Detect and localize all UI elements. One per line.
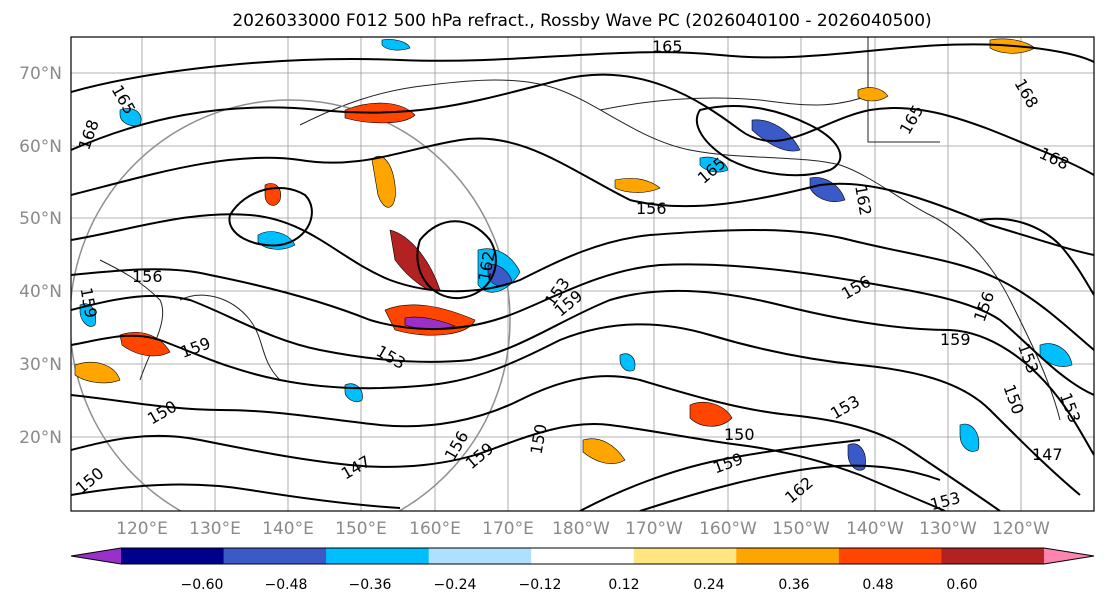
colorbar-tick-label: −0.48 — [265, 577, 308, 593]
colorbar-tick-label: −0.24 — [434, 577, 477, 593]
lon-label: 130°E — [189, 519, 241, 539]
lat-label: 60°N — [19, 137, 62, 157]
lat-label: 30°N — [19, 355, 62, 375]
colorbar-outline — [70, 547, 1095, 565]
colorbar-tick-label: 0.60 — [946, 577, 977, 593]
lon-label: 160°W — [699, 519, 757, 539]
contour-label: 156 — [132, 267, 163, 286]
colorbar-tick-label: 0.24 — [693, 577, 724, 593]
lon-label: 160°E — [409, 519, 461, 539]
colorbar-tick-label: −0.12 — [519, 577, 562, 593]
contour-label: 159 — [940, 330, 971, 349]
lon-label: 180°W — [552, 519, 610, 539]
lon-label: 170°W — [625, 519, 683, 539]
lon-label: 140°E — [262, 519, 314, 539]
contour-label: 156 — [636, 199, 667, 218]
lon-label: 130°W — [919, 519, 977, 539]
projection-circle — [71, 99, 511, 511]
height-contours — [71, 43, 1094, 511]
colorbar-segment — [941, 548, 1045, 564]
colorbar: −0.60 −0.48 −0.36 −0.24 −0.12 0.12 0.24 … — [70, 547, 1095, 593]
colorbar-segment — [223, 548, 327, 564]
colorbar-segment — [326, 548, 430, 564]
contour-label: 165 — [652, 37, 683, 56]
colorbar-tick-label: 0.48 — [862, 577, 893, 593]
lat-label: 20°N — [19, 428, 62, 448]
colorbar-tick-label: 0.12 — [608, 577, 639, 593]
lat-label: 70°N — [19, 64, 62, 84]
contour-label: 147 — [1032, 445, 1063, 464]
contour-labels: 165 168 165 165 165 168 168 162 159 156 … — [72, 37, 1084, 514]
colorbar-segment — [121, 548, 225, 564]
lon-label: 150°E — [335, 519, 387, 539]
map-frame — [71, 37, 1094, 511]
colorbar-extend-high — [1044, 548, 1094, 564]
longitude-labels: 120°E 130°E 140°E 150°E 160°E 170°E 180°… — [116, 519, 1050, 539]
lon-label: 120°W — [992, 519, 1050, 539]
lon-label: 170°E — [482, 519, 534, 539]
lon-label: 150°W — [772, 519, 830, 539]
colorbar-tick-label: −0.60 — [181, 577, 224, 593]
anomaly-patches — [74, 38, 1073, 471]
lon-label: 120°E — [116, 519, 168, 539]
lat-label: 40°N — [19, 282, 62, 302]
chart-title: 2026033000 F012 500 hPa refract., Rossby… — [232, 11, 931, 31]
colorbar-segment — [838, 548, 942, 564]
colorbar-segment — [633, 548, 737, 564]
contour-label: 150 — [724, 425, 755, 444]
colorbar-segment — [531, 548, 635, 564]
colorbar-segment — [428, 548, 532, 564]
colorbar-tick-label: 0.36 — [778, 577, 809, 593]
colorbar-ticks: −0.60 −0.48 −0.36 −0.24 −0.12 0.12 0.24 … — [181, 577, 978, 593]
colorbar-segment — [736, 548, 840, 564]
lat-label: 50°N — [19, 209, 62, 229]
colorbar-extend-low — [71, 548, 121, 564]
latitude-labels: 70°N 60°N 50°N 40°N 30°N 20°N — [19, 64, 62, 448]
lon-label: 140°W — [846, 519, 904, 539]
colorbar-tick-label: −0.36 — [349, 577, 392, 593]
